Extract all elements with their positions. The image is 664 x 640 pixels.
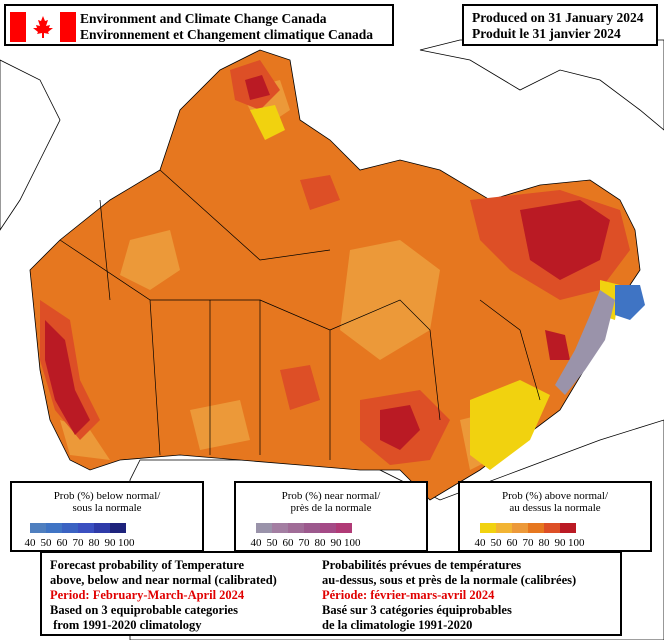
legend-title-fr: sous la normale	[72, 502, 142, 514]
tick-label: 100	[118, 537, 135, 549]
legend-title-en: Prob (%) near normal/	[281, 490, 381, 502]
info-fr-line1: Probabilités prévues de températures	[322, 558, 522, 572]
info-french: Probabilités prévues de températures au-…	[322, 558, 576, 633]
tick-label: 90	[330, 537, 342, 549]
color-scale	[256, 523, 352, 533]
color-swatch	[46, 523, 62, 533]
produced-en: Produced on 31 January 2024	[472, 10, 644, 25]
tick-label: 50	[266, 537, 278, 549]
color-swatch	[560, 523, 576, 533]
color-swatch	[272, 523, 288, 533]
color-swatch	[288, 523, 304, 533]
color-scale	[480, 523, 576, 533]
info-box: Forecast probability of Temperature abov…	[40, 551, 622, 636]
info-fr-line2: au-dessus, sous et près de la normale (c…	[322, 573, 577, 587]
legend-title-en: Prob (%) below normal/	[53, 490, 161, 502]
tick-label: 60	[282, 537, 294, 549]
color-swatch	[496, 523, 512, 533]
alaska-outline	[0, 59, 61, 231]
tick-label: 100	[344, 537, 361, 549]
color-swatch	[304, 523, 320, 533]
tick-label: 60	[506, 537, 518, 549]
legend-title-fr: près de la normale	[290, 502, 372, 514]
greenland-outline	[419, 39, 664, 131]
province-borders	[59, 169, 541, 460]
tick-label: 40	[474, 537, 486, 549]
tick-label: 90	[104, 537, 116, 549]
tick-label: 100	[568, 537, 585, 549]
color-swatch	[528, 523, 544, 533]
org-names: Environment and Climate Change Canada En…	[80, 11, 373, 43]
color-swatch	[94, 523, 110, 533]
legend-title-en: Prob (%) above normal/	[502, 490, 608, 502]
tick-label: 70	[72, 537, 84, 549]
legend-above-normal: Prob (%) above normal/ au dessus la norm…	[458, 481, 652, 552]
color-swatch	[480, 523, 496, 533]
info-fr-period: Période: février-mars-avril 2024	[322, 588, 495, 602]
color-scale	[30, 523, 126, 533]
legend-near-normal: Prob (%) near normal/ près de la normale…	[234, 481, 428, 552]
scale-ticks: 40 50 60 70 80 90 100	[22, 537, 135, 549]
info-fr-line5: de la climatologie 1991-2020	[322, 618, 473, 632]
tick-label: 60	[56, 537, 68, 549]
info-en-line1: Forecast probability of Temperature	[50, 558, 245, 572]
tick-label: 50	[490, 537, 502, 549]
info-english: Forecast probability of Temperature abov…	[50, 558, 277, 633]
legend-title: Prob (%) near normal/ près de la normale	[236, 490, 426, 514]
tick-label: 40	[250, 537, 262, 549]
produced-fr: Produit le 31 janvier 2024	[472, 26, 621, 41]
below-normal-region	[615, 285, 645, 320]
scale-ticks: 40 50 60 70 80 90 100	[248, 537, 361, 549]
legend-title: Prob (%) below normal/ sous la normale	[12, 490, 202, 514]
legend-title-fr: au dessus la normale	[509, 502, 601, 514]
legend-title: Prob (%) above normal/ au dessus la norm…	[460, 490, 650, 514]
color-swatch	[320, 523, 336, 533]
color-swatch	[30, 523, 46, 533]
org-name-fr: Environnement et Changement climatique C…	[80, 27, 374, 42]
near-normal-region	[555, 290, 615, 395]
dark-red-patches	[45, 75, 610, 450]
tick-label: 80	[314, 537, 326, 549]
color-swatch	[62, 523, 78, 533]
info-fr-line4: Basé sur 3 catégories équiprobables	[322, 603, 512, 617]
info-en-line5: from 1991-2020 climatology	[50, 618, 202, 632]
info-en-line4: Based on 3 equiprobable categories	[50, 603, 238, 617]
scale-ticks: 40 50 60 70 80 90 100	[472, 537, 585, 549]
produced-box: Produced on 31 January 2024 Produit le 3…	[462, 4, 658, 46]
org-name-en: Environment and Climate Change Canada	[80, 11, 327, 26]
tick-label: 80	[88, 537, 100, 549]
color-swatch	[544, 523, 560, 533]
tick-label: 70	[522, 537, 534, 549]
legend-below-normal: Prob (%) below normal/ sous la normale 4…	[10, 481, 204, 552]
color-swatch	[110, 523, 126, 533]
color-swatch	[78, 523, 94, 533]
color-swatch	[336, 523, 352, 533]
canada-flag-icon	[10, 12, 76, 42]
color-swatch	[256, 523, 272, 533]
info-en-line2: above, below and near normal (calibrated…	[50, 573, 277, 587]
header-box: Environment and Climate Change Canada En…	[4, 4, 394, 46]
tick-label: 50	[40, 537, 52, 549]
color-swatch	[512, 523, 528, 533]
tick-label: 80	[538, 537, 550, 549]
tick-label: 70	[298, 537, 310, 549]
tick-label: 40	[24, 537, 36, 549]
tick-label: 90	[554, 537, 566, 549]
info-en-period: Period: February-March-April 2024	[50, 588, 245, 602]
